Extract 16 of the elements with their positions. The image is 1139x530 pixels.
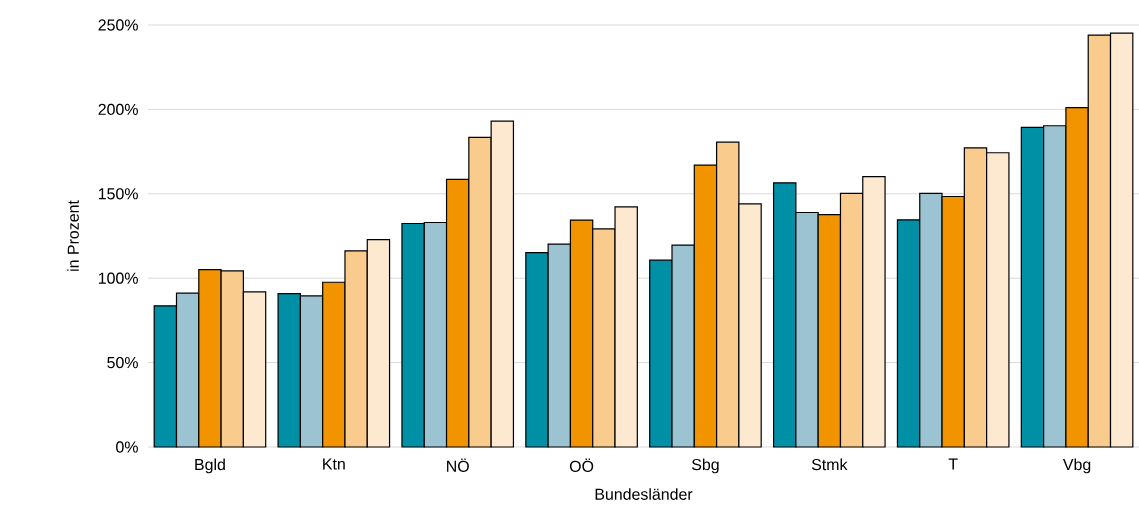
x-tick-label: Stmk [811,458,848,471]
x-tick-label: Vbg [1062,458,1091,474]
y-tick-label: 150% [98,188,138,200]
x-tick-label: Ktn [323,458,345,470]
x-tick-label: NÖ [447,458,469,472]
y-tick-label: 200% [98,103,138,116]
x-axis-title: Bundesländer [595,488,693,500]
x-tick-label: Bgld [195,458,225,474]
x-tick-label: T [948,458,958,470]
y-axis-title: in Prozent [67,200,79,271]
y-tick-label: 0% [116,441,138,453]
y-tick-label: 250% [98,19,138,31]
y-tick-label: 50% [107,356,138,369]
x-tick-label: Sbg [691,458,719,474]
y-tick-label: 100% [98,272,138,284]
x-tick-label: OÖ [569,458,594,472]
